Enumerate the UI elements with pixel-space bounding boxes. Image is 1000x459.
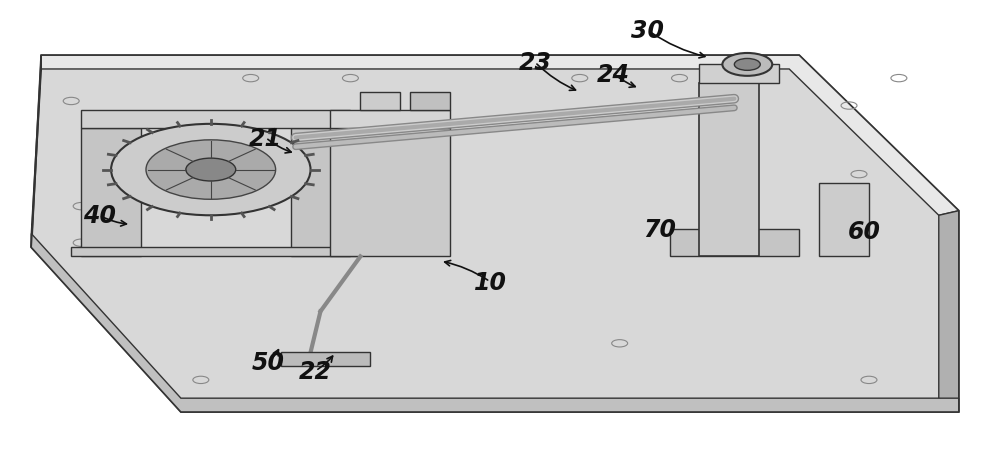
- Polygon shape: [31, 56, 959, 412]
- Polygon shape: [41, 56, 959, 216]
- Circle shape: [722, 54, 772, 77]
- Polygon shape: [81, 111, 350, 129]
- Polygon shape: [330, 111, 450, 129]
- Polygon shape: [330, 129, 450, 257]
- Circle shape: [146, 140, 276, 200]
- Polygon shape: [71, 248, 360, 257]
- Polygon shape: [81, 129, 141, 257]
- Text: 70: 70: [643, 218, 676, 241]
- Text: 10: 10: [474, 270, 507, 294]
- Polygon shape: [699, 84, 759, 257]
- Polygon shape: [410, 93, 450, 111]
- Text: 24: 24: [597, 62, 630, 86]
- Polygon shape: [670, 230, 799, 257]
- Text: 21: 21: [249, 126, 282, 150]
- Polygon shape: [939, 211, 959, 412]
- Circle shape: [111, 124, 311, 216]
- Polygon shape: [360, 93, 400, 111]
- Circle shape: [186, 159, 236, 182]
- Text: 23: 23: [518, 51, 551, 75]
- Text: 30: 30: [631, 19, 664, 43]
- Text: 60: 60: [847, 220, 880, 244]
- Polygon shape: [31, 56, 41, 248]
- Polygon shape: [31, 234, 959, 412]
- Text: 22: 22: [299, 359, 332, 383]
- Text: 50: 50: [252, 350, 285, 374]
- Polygon shape: [291, 129, 350, 257]
- Polygon shape: [819, 184, 869, 257]
- Text: 40: 40: [83, 204, 116, 228]
- Circle shape: [734, 59, 760, 71]
- Polygon shape: [281, 353, 370, 366]
- Polygon shape: [699, 65, 779, 84]
